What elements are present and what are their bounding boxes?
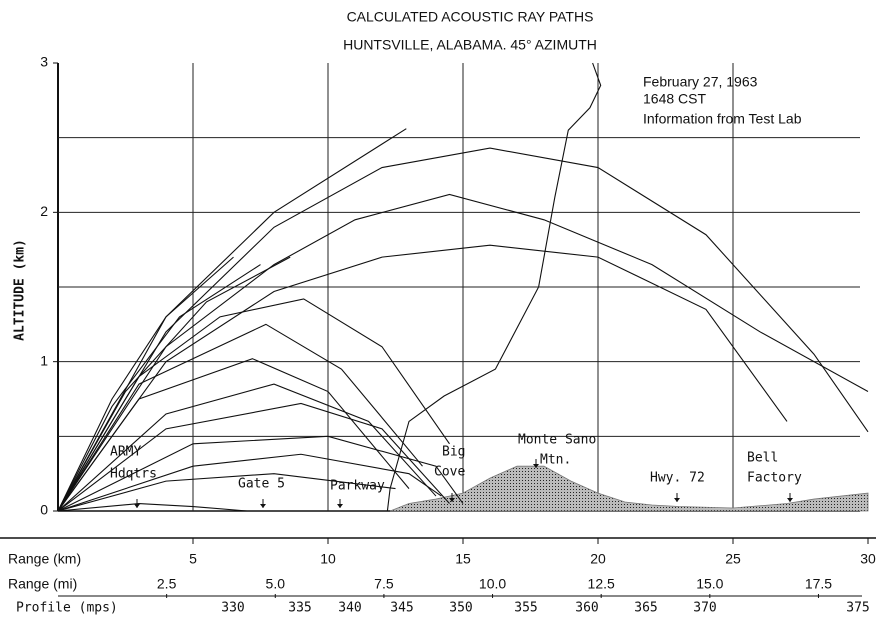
profile-tick-label: 360 [575,601,598,616]
mi-tick-label: 7.5 [374,576,394,592]
site-arrowhead [674,498,680,502]
chart: CALCULATED ACOUSTIC RAY PATHS HUNTSVILLE… [0,0,880,622]
site-label: Hwy. 72 [650,471,705,486]
profile-tick-label: 365 [634,601,657,616]
profile-tick-label: 355 [514,601,537,616]
ray-path [58,504,247,511]
site-arrowhead [134,504,140,508]
site-label: Cove [434,465,465,480]
profile-tick-label: 330 [221,601,244,616]
km-tick-label: 5 [189,551,197,567]
km-tick-label: 15 [455,551,471,567]
site-label: ARMY [110,445,141,460]
profile-tick-label: 340 [338,601,361,616]
km-label: Range (km) [8,551,81,567]
mi-tick-label: 17.5 [805,576,832,592]
site-label: Big [442,445,465,460]
site-label: Parkway [330,479,385,494]
y-tick-label: 1 [40,352,48,368]
profile-tick-label: 335 [288,601,311,616]
note: February 27, 1963 [643,74,758,90]
site-arrowhead [787,498,793,502]
site-arrowhead [337,504,343,508]
site-arrowhead [260,504,266,508]
mi-tick-label: 2.5 [157,576,177,592]
profile-label: Profile (mps) [16,601,118,616]
mi-label: Range (mi) [8,576,77,592]
y-axis-label: ALTITUDE (km) [13,239,28,341]
note: 1648 CST [643,91,706,107]
y-tick-label: 0 [40,502,48,518]
mi-tick-label: 5.0 [266,576,286,592]
km-tick-label: 20 [590,551,606,567]
site-label: Mtn. [540,453,571,468]
mi-tick-label: 12.5 [588,576,615,592]
km-tick-label: 25 [725,551,741,567]
chart-subtitle: HUNTSVILLE, ALABAMA. 45° AZIMUTH [343,37,597,53]
profile-tick-label: 375 [846,601,869,616]
mi-tick-label: 15.0 [696,576,723,592]
km-tick-label: 30 [860,551,876,567]
site-label: Monte Sano [518,433,596,448]
site-label: Gate 5 [238,477,285,492]
site-label: Hdqtrs [110,467,157,482]
site-label: Bell [747,451,778,466]
chart-title: CALCULATED ACOUSTIC RAY PATHS [347,9,594,25]
y-tick-label: 2 [40,203,48,219]
mi-tick-label: 10.0 [479,576,506,592]
profile-tick-label: 370 [693,601,716,616]
profile-tick-label: 350 [449,601,472,616]
y-tick-label: 3 [40,54,48,70]
ray-path [58,265,261,511]
km-tick-label: 10 [320,551,336,567]
site-label: Factory [747,471,802,486]
profile-tick-label: 345 [390,601,413,616]
note: Information from Test Lab [643,111,802,127]
